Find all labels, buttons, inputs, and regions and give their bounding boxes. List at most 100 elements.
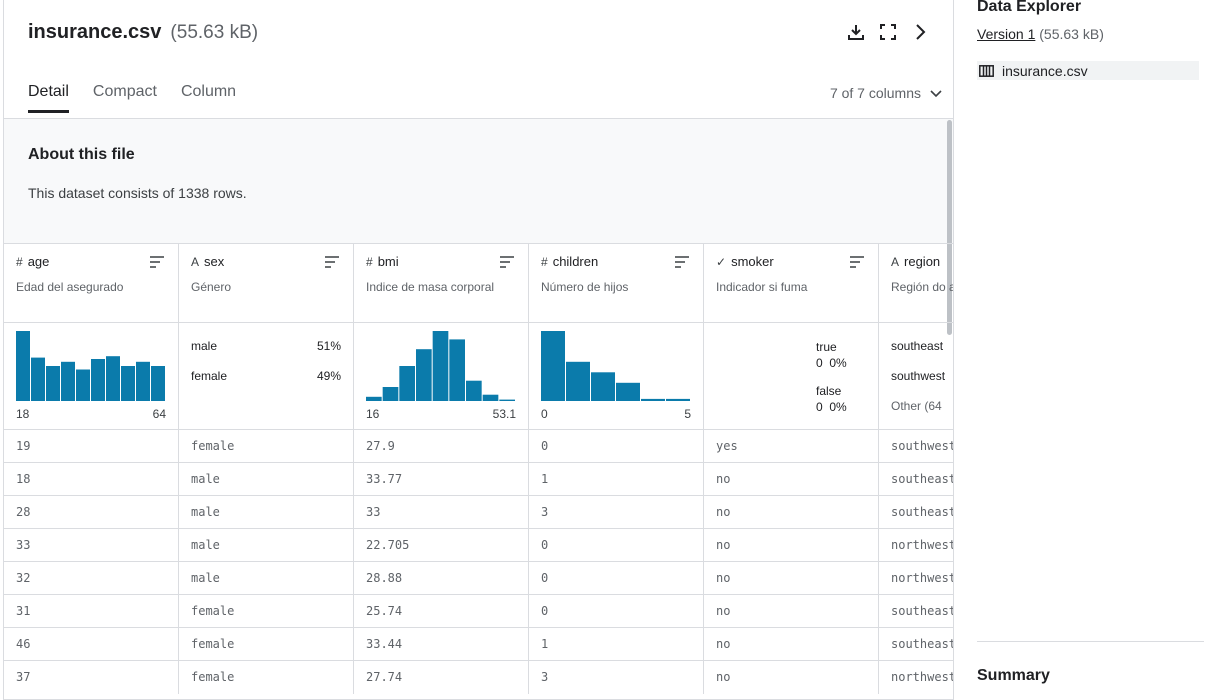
cell-region: northwest (891, 670, 953, 684)
cell-sex: female (179, 661, 354, 694)
boolean-pct: 0% (829, 400, 847, 414)
table-row: 31 female 25.74 0 no southeast (4, 594, 953, 628)
cell-children: 0 (529, 529, 704, 562)
column-name: region (904, 254, 941, 269)
numeric-type-icon: # (16, 254, 23, 269)
cell-smoker: no (704, 529, 879, 562)
version-info: Version 1 (55.63 kB) (977, 26, 1104, 42)
histogram-bar[interactable] (366, 396, 382, 401)
histogram-bar[interactable] (399, 366, 415, 401)
summary-region: southeast southwest Other (64 (879, 322, 953, 429)
sort-icon[interactable] (500, 256, 514, 268)
boolean-count: 0 (816, 400, 823, 414)
cell-sex: female (179, 628, 354, 661)
table-row: 19 female 27.9 0 yes southwest (4, 429, 953, 463)
histogram-bar[interactable] (616, 382, 640, 401)
table-row: 28 male 33 3 no southeast (4, 495, 953, 529)
cell-children: 0 (529, 562, 704, 595)
about-section: About this file This dataset consists of… (4, 118, 953, 244)
histogram-bar[interactable] (416, 349, 432, 401)
sort-icon[interactable] (675, 256, 689, 268)
summary-children: 0 5 (529, 322, 704, 429)
histogram-bar[interactable] (31, 357, 45, 401)
version-size: (55.63 kB) (1039, 26, 1104, 42)
cell-smoker: yes (704, 430, 879, 463)
column-description: Indice de masa corporal (366, 280, 495, 294)
file-size: (55.63 kB) (170, 22, 259, 43)
sort-icon[interactable] (150, 256, 164, 268)
histogram-bar[interactable] (106, 356, 120, 401)
histogram-min: 18 (16, 407, 30, 421)
cell-bmi: 27.9 (354, 430, 529, 463)
cell-smoker: no (704, 595, 879, 628)
histogram-bar[interactable] (61, 361, 75, 401)
cell-smoker: no (704, 661, 879, 694)
column-header-age[interactable]: # age Edad del asegurado (4, 243, 179, 322)
histogram-bar[interactable] (449, 339, 465, 401)
histogram-bar[interactable] (466, 380, 482, 401)
column-header-children[interactable]: # children Número de hijos (529, 243, 704, 322)
column-header-bmi[interactable]: # bmi Indice de masa corporal (354, 243, 529, 322)
numeric-type-icon: # (366, 254, 373, 269)
histogram-bar[interactable] (566, 361, 590, 401)
cell-region: southeast (891, 637, 953, 651)
cell-sex: female (179, 595, 354, 628)
category-label: Other (64 (891, 399, 942, 413)
cell-sex: male (179, 496, 354, 529)
boolean-label: true (816, 340, 837, 354)
histogram-bar[interactable] (16, 331, 30, 401)
cell-sex: female (179, 430, 354, 463)
boolean-pct: 0% (829, 356, 847, 370)
cell-children: 3 (529, 661, 704, 694)
histogram-bar[interactable] (666, 398, 690, 401)
histogram-bar[interactable] (382, 387, 399, 401)
column-header-smoker[interactable]: ✓ smoker Indicador si fuma (704, 243, 879, 322)
histogram-bar[interactable] (136, 361, 150, 401)
histogram-bar[interactable] (121, 366, 135, 401)
cell-smoker: no (704, 562, 879, 595)
cell-bmi: 28.88 (354, 562, 529, 595)
divider (977, 641, 1204, 642)
histogram-bar[interactable] (591, 372, 615, 401)
histogram-bar[interactable] (641, 398, 665, 401)
boolean-false: false 0 0% (816, 383, 847, 415)
cell-age: 46 (4, 628, 179, 661)
cell-smoker: no (704, 463, 879, 496)
download-icon[interactable] (845, 21, 867, 43)
category-row: female 49% (191, 369, 341, 383)
tab-detail[interactable]: Detail (28, 83, 69, 113)
sidebar-file-item[interactable]: insurance.csv (977, 61, 1199, 80)
category-pct: 49% (316, 369, 341, 383)
histogram-max: 64 (152, 407, 166, 421)
cell-children: 3 (529, 496, 704, 529)
numeric-type-icon: # (541, 254, 548, 269)
boolean-type-icon: ✓ (716, 254, 727, 269)
column-selector[interactable]: 7 of 7 columns (830, 85, 943, 101)
histogram-bar[interactable] (499, 399, 515, 401)
histogram-bar[interactable] (46, 366, 60, 401)
chevron-right-icon[interactable] (909, 21, 931, 43)
fullscreen-icon[interactable] (877, 21, 899, 43)
tab-compact[interactable]: Compact (92, 83, 157, 100)
version-link[interactable]: Version 1 (977, 26, 1036, 42)
category-label: southeast (891, 339, 944, 353)
histogram-bar[interactable] (151, 366, 165, 401)
vertical-scrollbar[interactable] (947, 120, 952, 335)
histogram-bar[interactable] (432, 331, 449, 401)
sort-icon[interactable] (325, 256, 339, 268)
summary-heading: Summary (977, 667, 1050, 684)
histogram-min: 16 (366, 407, 380, 421)
cell-age: 31 (4, 595, 179, 628)
tab-column[interactable]: Column (180, 83, 237, 100)
histogram-bar[interactable] (76, 369, 90, 402)
category-row: southeast (891, 339, 953, 353)
histogram-bar[interactable] (482, 394, 499, 401)
histogram-bar[interactable] (541, 331, 565, 401)
histogram-bar[interactable] (91, 359, 105, 401)
cell-region: southeast (891, 472, 953, 486)
sort-icon[interactable] (850, 256, 864, 268)
column-description: Edad del asegurado (16, 280, 124, 294)
column-name: age (27, 254, 50, 269)
